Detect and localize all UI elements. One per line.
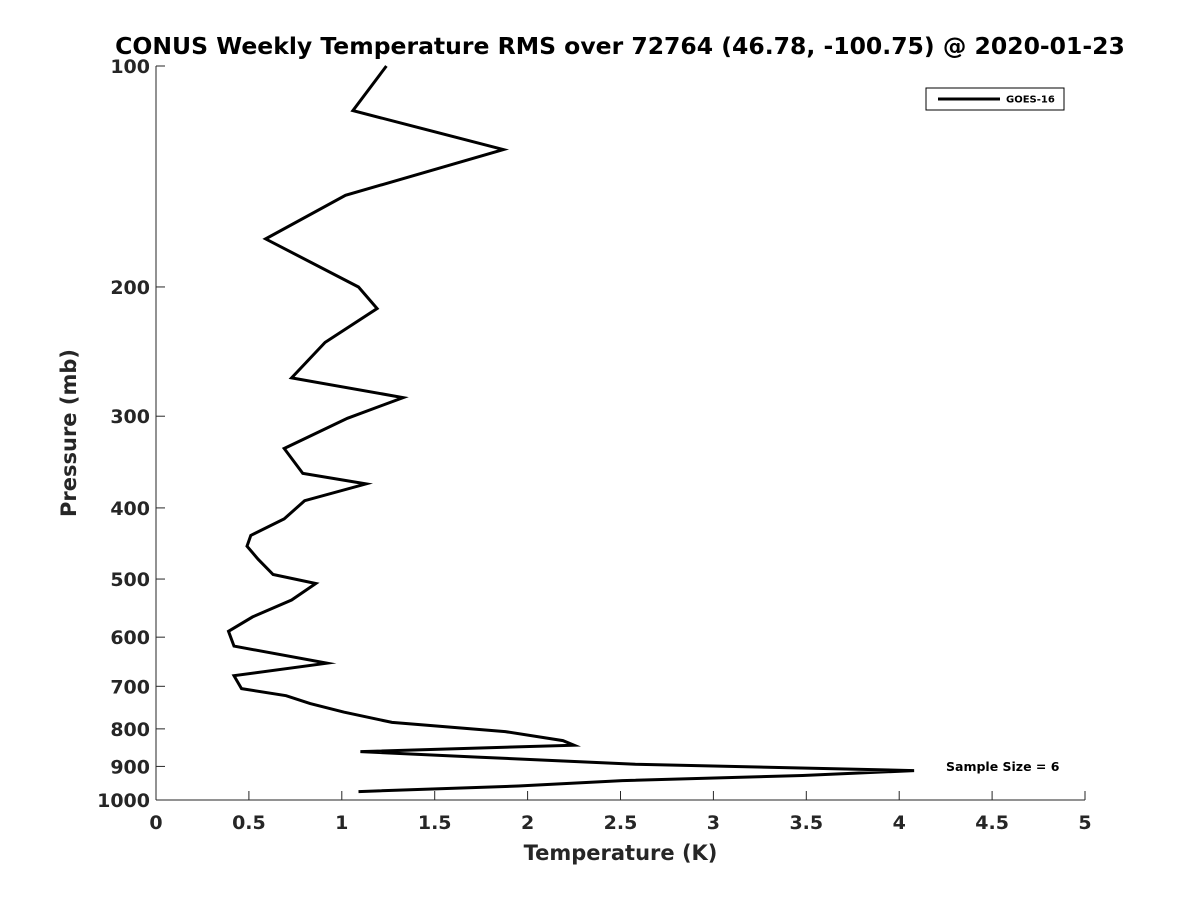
x-tick-label: 2.5: [604, 812, 638, 834]
x-axis-label: Temperature (K): [524, 841, 718, 865]
y-axis-label: Pressure (mb): [57, 349, 81, 517]
x-tick-label: 4: [893, 812, 906, 834]
series-line-goes-16: [226, 65, 915, 794]
y-tick-label: 900: [110, 756, 150, 778]
x-tick-label: 0.5: [232, 812, 266, 834]
x-tick-label: 4.5: [975, 812, 1009, 834]
y-axis: 100 200 300 400 500 600 700 800 900 1000: [97, 56, 165, 812]
y-tick-label: 100: [110, 56, 150, 78]
x-tick-label: 2: [521, 812, 534, 834]
chart-title: CONUS Weekly Temperature RMS over 72764 …: [115, 32, 1125, 60]
y-tick-label: 500: [110, 569, 150, 591]
series-layer: [226, 65, 915, 794]
y-tick-label: 1000: [97, 790, 150, 812]
sample-size-annotation: Sample Size = 6: [946, 759, 1060, 774]
y-tick-label: 200: [110, 277, 150, 299]
x-axis: 0 0.5 1 1.5 2 2.5 3 3.5 4 4.5 5: [149, 791, 1092, 834]
x-tick-label: 3.5: [789, 812, 823, 834]
legend: GOES-16: [925, 87, 1065, 111]
y-tick-label: 600: [110, 627, 150, 649]
y-tick-label: 400: [110, 498, 150, 520]
x-tick-label: 1: [335, 812, 348, 834]
y-tick-label: 700: [110, 676, 150, 698]
plot-area: [156, 66, 1085, 800]
x-tick-label: 3: [707, 812, 720, 834]
y-tick-label: 300: [110, 406, 150, 428]
x-tick-label: 5: [1078, 812, 1091, 834]
legend-label-goes-16: GOES-16: [1006, 95, 1055, 106]
x-tick-label: 1.5: [418, 812, 452, 834]
x-tick-label: 0: [149, 812, 162, 834]
y-tick-label: 800: [110, 719, 150, 741]
